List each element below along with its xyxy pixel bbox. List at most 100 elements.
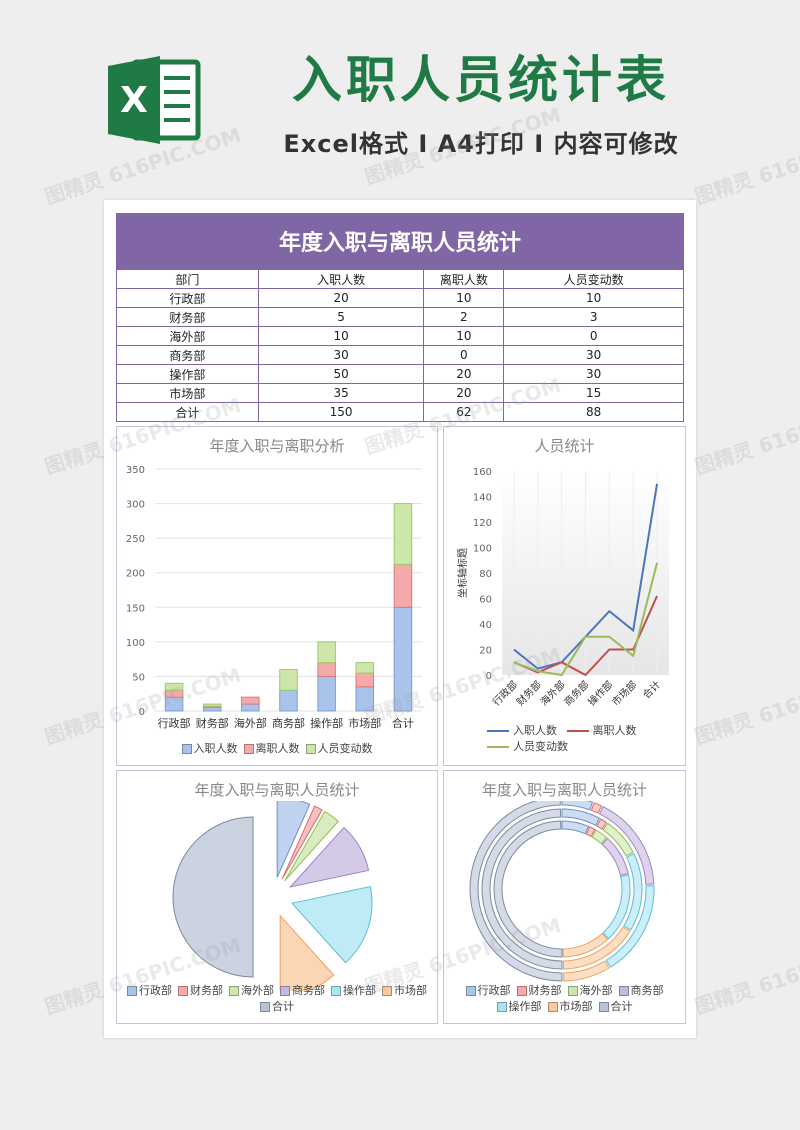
doughnut-segment <box>562 926 631 970</box>
y-tick-label: 60 <box>479 595 492 606</box>
table-row: 财务部 5 2 3 <box>116 307 684 327</box>
legend-item: 人员变动数 <box>487 739 568 755</box>
bar-chart-panel: 年度入职与离职分析 0 50 100 150 200 250 300 350 行政部 财务部 海外部… <box>116 426 438 766</box>
pie-chart <box>172 801 373 991</box>
doughnut-segment <box>561 820 590 835</box>
legend-label: 人员变动数 <box>317 742 373 755</box>
line-chart-legend: 入职人数 离职人数 人员变动数 <box>444 723 685 755</box>
line-chart-title: 人员统计 <box>534 437 595 455</box>
legend-item: 合计 <box>260 999 294 1015</box>
legend-label: 商务部 <box>630 984 664 997</box>
legend-label: 操作部 <box>343 984 376 997</box>
doughnut-segment <box>602 874 631 940</box>
excel-logo-letter: X <box>120 80 148 121</box>
doughnut-segment <box>481 808 563 970</box>
x-tick-label: 操作部 <box>310 716 343 730</box>
pie-slice <box>288 826 370 888</box>
legend-swatch <box>280 986 290 996</box>
table-title: 年度入职与离职人员统计 <box>116 213 684 269</box>
table-header-row: 部门 入职人数 离职人数 人员变动数 <box>116 269 684 289</box>
legend-item: 行政部 <box>127 983 172 999</box>
y-tick-label: 40 <box>479 620 492 631</box>
legend-item: 操作部 <box>496 999 542 1015</box>
table-cell: 操作部 <box>116 364 259 384</box>
table-cell: 62 <box>423 402 505 422</box>
legend-label: 市场部 <box>559 1000 593 1013</box>
legend-item: 海外部 <box>567 983 613 999</box>
x-tick-label: 财务部 <box>196 716 229 730</box>
legend-item: 合计 <box>598 999 633 1015</box>
table-cell: 3 <box>503 307 684 327</box>
table-row: 行政部 20 10 10 <box>116 288 684 308</box>
doughnut-chart-legend: 行政部 财务部 海外部 商务部操作部 市场部 合计 <box>444 983 685 1015</box>
legend-item: 商务部 <box>618 983 664 999</box>
doughnut-segment <box>601 837 629 876</box>
legend-swatch <box>382 986 392 996</box>
legend-swatch <box>566 730 589 732</box>
table-cell: 10 <box>423 288 505 308</box>
table-cell: 10 <box>257 326 425 346</box>
doughnut-chart-title: 年度入职与离职人员统计 <box>481 781 647 799</box>
table-header-cell: 入职人数 <box>257 269 425 289</box>
x-tick-label: 海外部 <box>234 716 267 730</box>
bar-chart: 0 50 100 150 200 250 300 350 行政部 财务部 海外部 商务部 操作部 市场部合… <box>126 465 422 730</box>
table-row: 合计 150 62 88 <box>116 402 684 422</box>
legend-label: 市场部 <box>394 984 427 997</box>
bar-segment <box>317 641 336 664</box>
legend-item: 海外部 <box>229 983 274 999</box>
legend-label: 操作部 <box>508 1000 542 1013</box>
table-cell: 合计 <box>116 402 259 422</box>
table-cell: 30 <box>503 364 684 384</box>
legend-swatch <box>305 744 316 754</box>
legend-item: 人员变动数 <box>305 741 373 757</box>
watermark: 图精灵 616PIC.COM <box>691 932 800 1019</box>
legend-swatch <box>243 744 254 754</box>
doughnut-segment <box>596 818 608 830</box>
table-row: 操作部 50 20 30 <box>116 364 684 384</box>
x-tick-label: 行政部 <box>158 716 191 730</box>
watermark: 图精灵 616PIC.COM <box>691 662 800 749</box>
bar-segment <box>393 503 413 565</box>
doughnut-segment <box>493 820 563 958</box>
pie-slice <box>172 816 254 978</box>
x-tick-label: 操作部 <box>585 678 615 708</box>
stats-table: 部门 入职人数 离职人数 人员变动数 行政部 20 10 10 财务部 5 2 3 海外部 10 10 0 商… <box>116 269 684 422</box>
legend-label: 海外部 <box>241 984 274 997</box>
table-header-cell: 人员变动数 <box>503 269 684 289</box>
legend-item: 商务部 <box>280 983 325 999</box>
table-cell: 商务部 <box>116 345 259 365</box>
x-tick-label: 市场部 <box>348 716 381 730</box>
page-title: 入职人员统计表 <box>292 51 670 109</box>
x-tick-label: 合计 <box>392 716 414 730</box>
y-tick-label: 20 <box>479 646 492 657</box>
line-chart-panel: 人员统计 0 20 40 60 80 100 120 140 160 行政部 财务部 海外部 商务部 操作… <box>443 426 686 766</box>
table-cell: 20 <box>257 288 425 308</box>
pie-slice <box>276 801 311 878</box>
legend-label: 行政部 <box>139 984 172 997</box>
watermark: 图精灵 616PIC.COM <box>691 392 800 479</box>
doughnut-segment <box>602 822 634 857</box>
legend-item: 市场部 <box>547 999 593 1015</box>
bar-segment <box>393 606 413 712</box>
bar-segment <box>202 707 222 712</box>
y-tick-label: 50 <box>132 672 145 683</box>
legend-item: 离职人数 <box>243 741 300 757</box>
x-tick-label: 商务部 <box>272 716 305 730</box>
y-tick-label: 250 <box>126 534 145 545</box>
bar-segment <box>241 703 260 712</box>
y-tick-label: 140 <box>473 493 492 504</box>
bar-segment <box>164 689 184 698</box>
legend-label: 入职人数 <box>513 724 557 737</box>
table-cell: 市场部 <box>116 383 259 403</box>
series-line <box>513 562 659 677</box>
legend-swatch <box>331 986 341 996</box>
table-cell: 2 <box>423 307 505 327</box>
doughnut-segment <box>562 932 609 958</box>
y-tick-label: 100 <box>473 544 492 555</box>
legend-label: 行政部 <box>477 984 511 997</box>
legend-swatch <box>598 1002 609 1012</box>
pie-slice <box>291 885 373 964</box>
table-cell: 0 <box>423 345 505 365</box>
table-cell: 5 <box>257 307 425 327</box>
bar-chart-title: 年度入职与离职分析 <box>209 437 345 455</box>
